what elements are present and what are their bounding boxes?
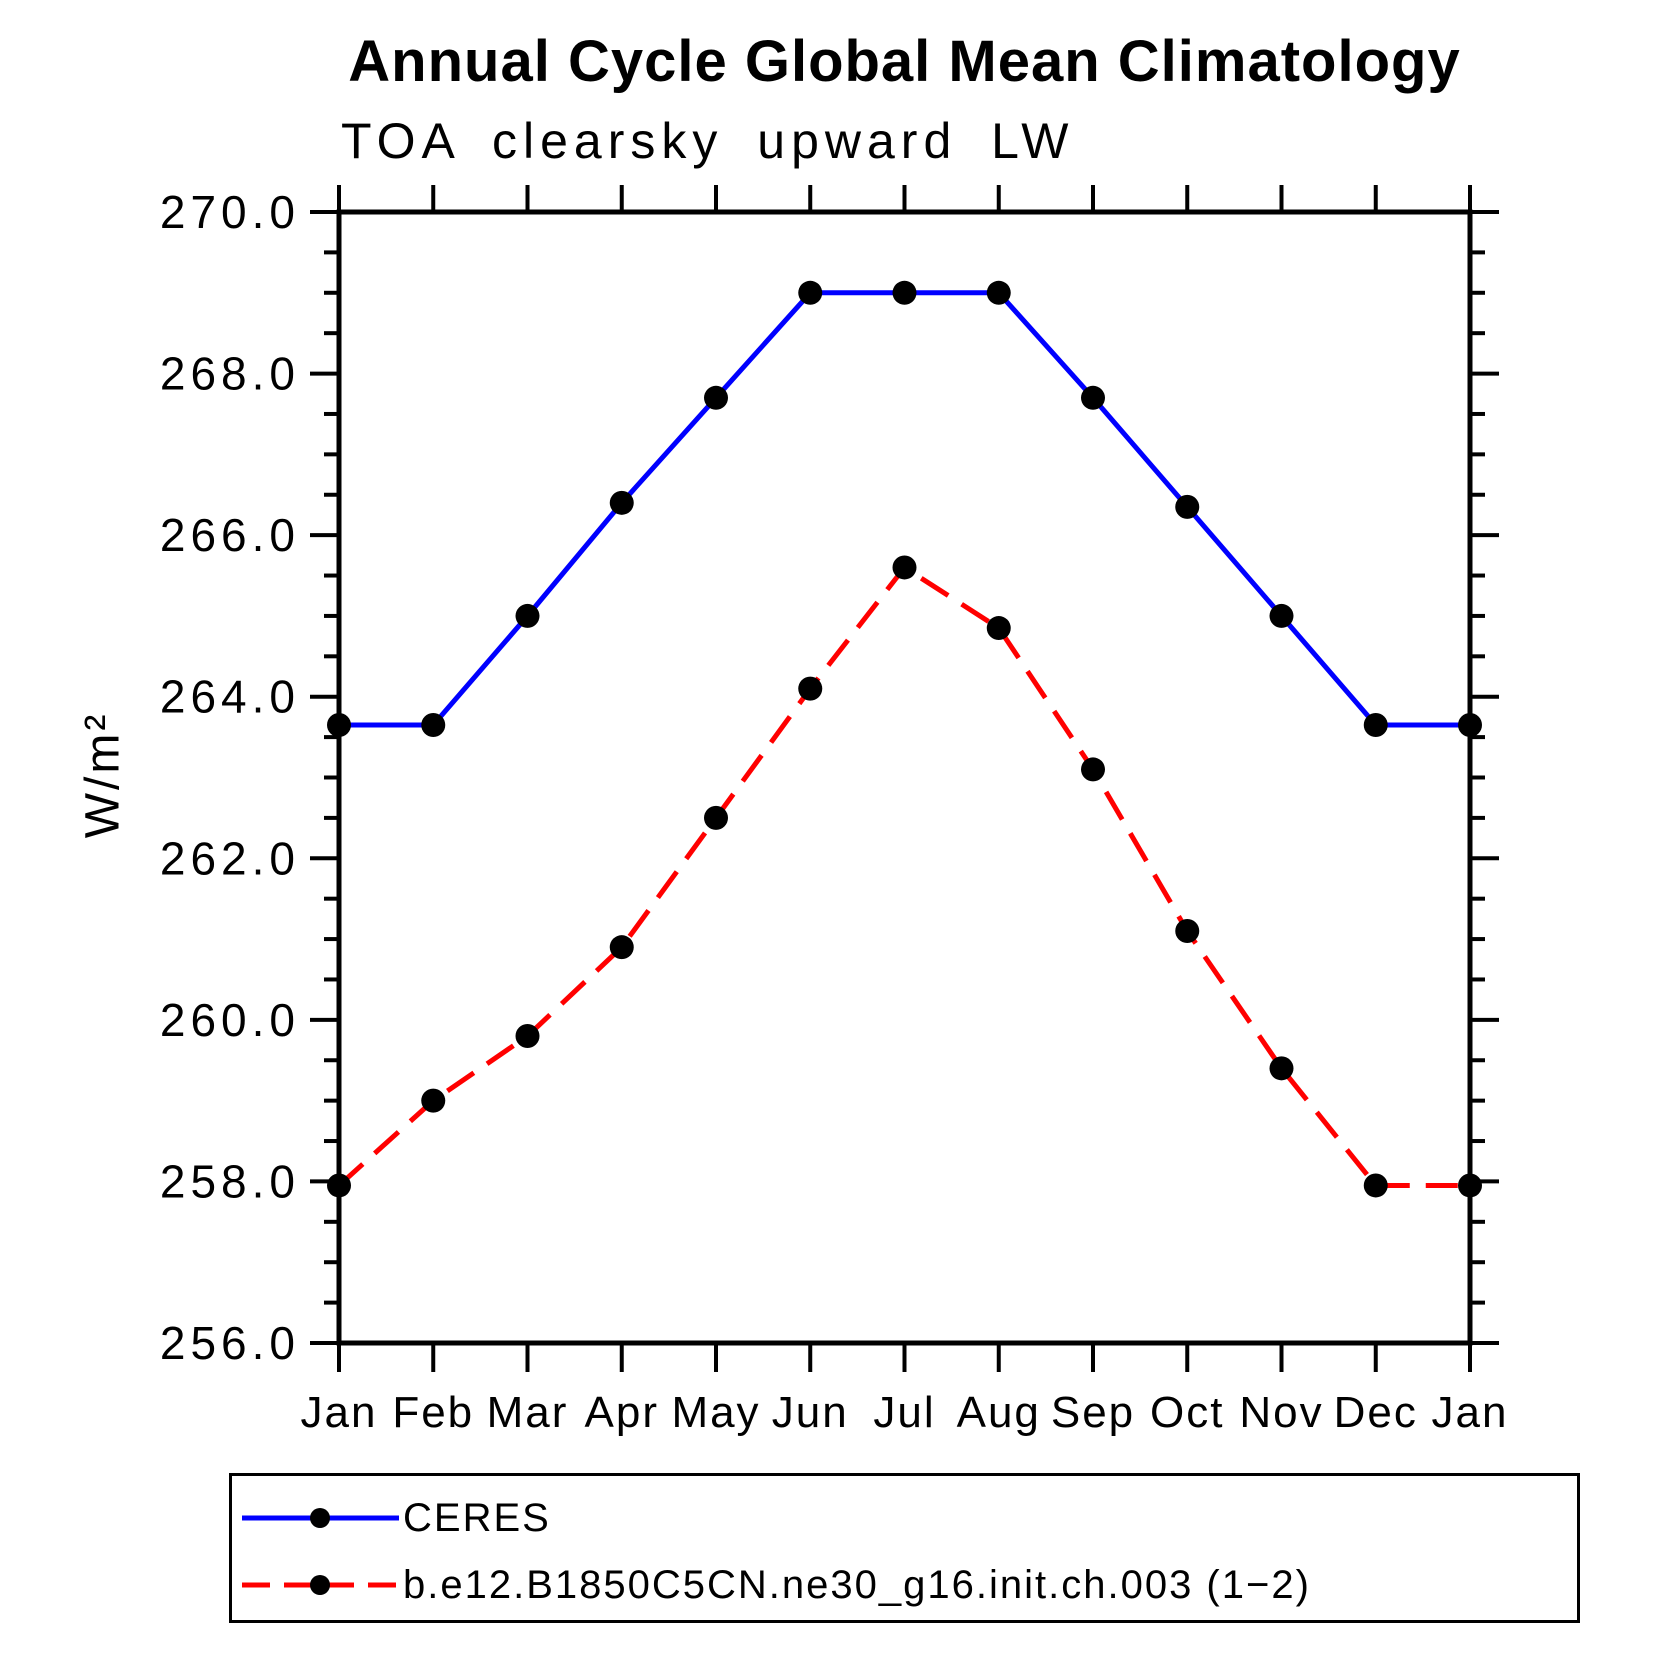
y-tick-label: 268.0 bbox=[160, 348, 300, 400]
series-line-ceres bbox=[339, 290, 1470, 728]
data-point-marker bbox=[892, 280, 917, 305]
x-tick-label: Feb bbox=[392, 1388, 474, 1437]
y-tick-label: 260.0 bbox=[160, 994, 300, 1046]
y-tick-label: 270.0 bbox=[160, 186, 300, 238]
legend-swatch-ceres bbox=[242, 1508, 399, 1528]
x-tick-label: Aug bbox=[957, 1388, 1041, 1437]
x-tick-label: Oct bbox=[1150, 1388, 1224, 1437]
x-tick-label: Sep bbox=[1051, 1388, 1135, 1437]
data-point-marker bbox=[798, 280, 823, 305]
data-point-marker bbox=[1269, 603, 1294, 628]
x-tick-label: Jul bbox=[873, 1388, 935, 1437]
data-point-marker bbox=[892, 555, 917, 580]
data-point-marker bbox=[1363, 1173, 1388, 1198]
plot-frame bbox=[336, 209, 1473, 1346]
y-tick-label: 262.0 bbox=[160, 832, 300, 884]
data-point-marker bbox=[1081, 757, 1105, 782]
legend-label-model: b.e12.B1850C5CN.ne30_g16.init.ch.003 (1−… bbox=[403, 1563, 1311, 1607]
y-tick-label: 258.0 bbox=[160, 1155, 300, 1207]
data-point-marker bbox=[515, 603, 540, 628]
y-tick-label: 266.0 bbox=[160, 509, 300, 561]
data-point-marker bbox=[1458, 712, 1482, 737]
x-tick-label: Mar bbox=[487, 1388, 569, 1437]
y-tick-label: 256.0 bbox=[160, 1317, 300, 1369]
data-point-marker bbox=[327, 1173, 351, 1198]
x-tick-label: Dec bbox=[1334, 1388, 1418, 1437]
x-tick-label: Nov bbox=[1239, 1388, 1323, 1437]
data-point-marker bbox=[986, 616, 1011, 641]
data-point-marker bbox=[1363, 712, 1388, 737]
x-tick-label: Apr bbox=[585, 1388, 659, 1437]
data-point-marker bbox=[609, 935, 634, 960]
x-tick-label: Jan bbox=[1432, 1388, 1509, 1437]
x-tick-label: May bbox=[671, 1388, 760, 1437]
data-point-marker bbox=[421, 712, 446, 737]
data-point-marker bbox=[515, 1024, 540, 1049]
chart-subtitle: TOA clearsky upward LW bbox=[341, 113, 1075, 169]
data-point-marker bbox=[1175, 494, 1200, 519]
legend-swatch-model bbox=[242, 1575, 399, 1595]
data-point-marker bbox=[986, 280, 1011, 305]
chart-title: Annual Cycle Global Mean Climatology bbox=[348, 29, 1461, 94]
y-tick-label: 264.0 bbox=[160, 671, 300, 723]
data-point-marker bbox=[1081, 385, 1105, 410]
series-line-model bbox=[337, 564, 1470, 1188]
legend-label-ceres: CERES bbox=[403, 1496, 551, 1540]
legend-item-model: b.e12.B1850C5CN.ne30_g16.init.ch.003 (1−… bbox=[238, 1563, 1311, 1607]
data-point-marker bbox=[421, 1088, 446, 1113]
x-tick-label: Jun bbox=[772, 1388, 849, 1437]
legend-item-ceres: CERES bbox=[238, 1496, 551, 1540]
data-point-marker bbox=[327, 712, 351, 737]
data-point-marker bbox=[704, 805, 728, 830]
data-point-marker bbox=[1175, 918, 1200, 943]
legend-box: CERES b.e12.B1850C5CN.ne30_g16.init.ch.0… bbox=[229, 1473, 1580, 1623]
data-point-marker bbox=[1458, 1173, 1482, 1198]
data-point-marker bbox=[798, 676, 823, 701]
data-point-marker bbox=[704, 385, 728, 410]
x-tick-label: Jan bbox=[301, 1388, 378, 1437]
data-point-marker bbox=[1269, 1056, 1294, 1081]
data-point-marker bbox=[609, 490, 634, 515]
